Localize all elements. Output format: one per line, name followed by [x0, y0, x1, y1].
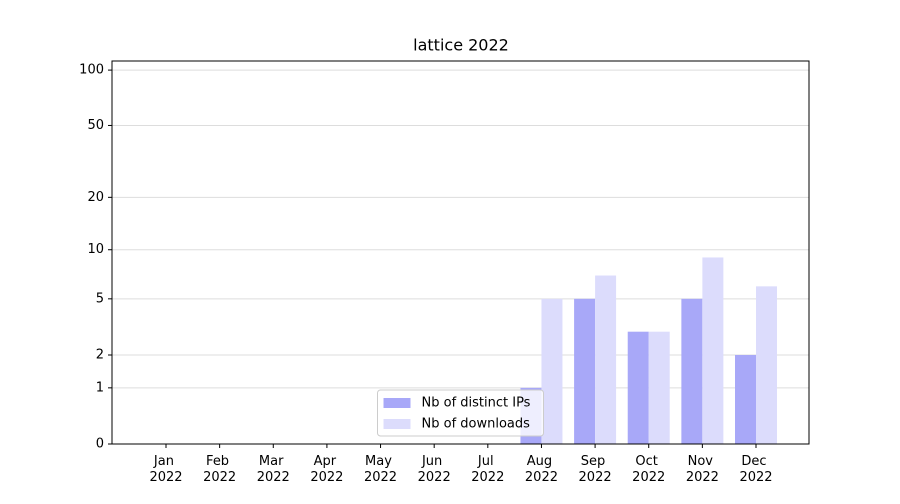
- bar: [574, 298, 596, 444]
- y-tick-label: 2: [96, 347, 104, 362]
- legend-label: Nb of downloads: [422, 417, 531, 432]
- legend-swatch: [383, 398, 411, 408]
- bar: [595, 275, 617, 444]
- y-tick-label: 1: [96, 380, 104, 395]
- x-tick-label: Oct 2022: [632, 454, 665, 485]
- bar: [648, 331, 670, 444]
- bar: [756, 286, 777, 444]
- x-tick-label: Jun 2022: [418, 454, 451, 485]
- chart-title: lattice 2022: [413, 36, 509, 55]
- x-tick-label: Mar 2022: [257, 454, 290, 485]
- x-tick-label: Jul 2022: [471, 454, 504, 485]
- y-tick-label: 100: [79, 63, 104, 78]
- y-tick-label: 20: [87, 190, 104, 205]
- y-tick-label: 50: [87, 118, 104, 133]
- x-tick-label: Feb 2022: [203, 454, 236, 485]
- y-tick-label: 10: [87, 242, 104, 257]
- y-tick-label: 5: [96, 291, 104, 306]
- x-tick-label: Dec 2022: [739, 454, 772, 485]
- legend-swatch: [383, 419, 411, 429]
- legend-box: [377, 389, 544, 437]
- bar: [627, 331, 649, 444]
- x-tick-label: May 2022: [364, 454, 397, 485]
- legend-label: Nb of distinct IPs: [422, 396, 531, 411]
- bar: [681, 298, 703, 444]
- plot-frame: [111, 60, 810, 445]
- x-tick-label: Aug 2022: [525, 454, 558, 485]
- x-tick-label: Apr 2022: [310, 454, 343, 485]
- x-tick-label: Jan 2022: [149, 454, 182, 485]
- x-tick-label: Sep 2022: [579, 454, 612, 485]
- bar: [702, 257, 724, 444]
- x-tick-label: Nov 2022: [686, 454, 719, 485]
- bar: [735, 354, 756, 444]
- y-tick-label: 0: [96, 437, 104, 452]
- bar: [541, 298, 563, 444]
